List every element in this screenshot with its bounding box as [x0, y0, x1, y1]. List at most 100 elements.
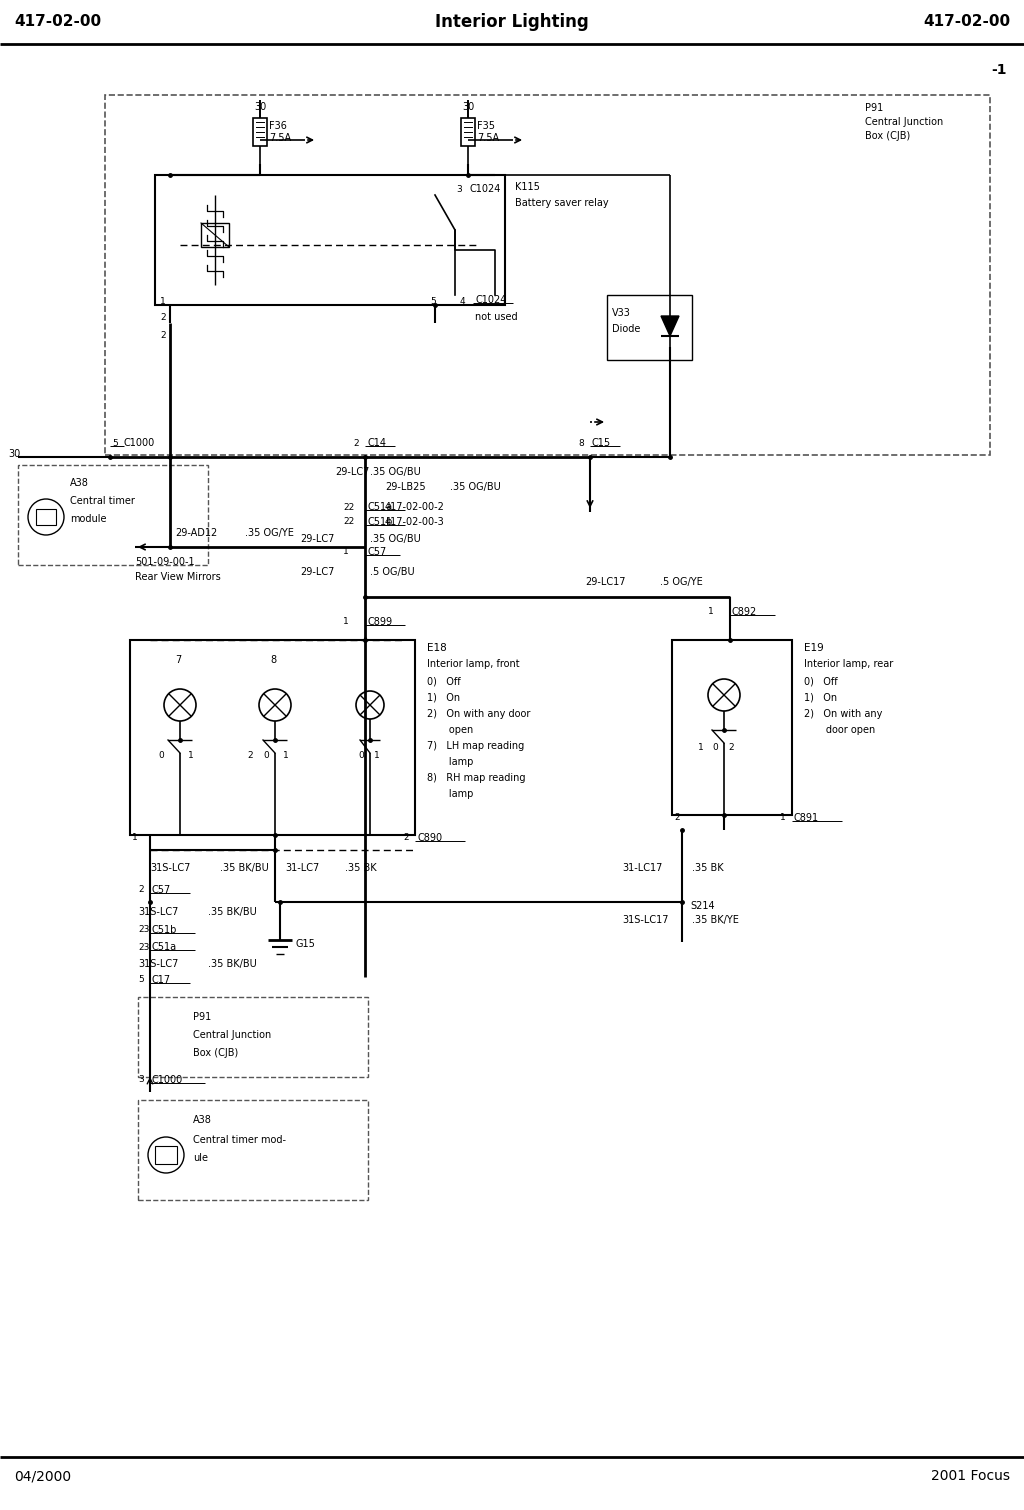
Text: S214: S214 [690, 901, 715, 911]
Bar [138, 1099, 368, 1200]
Text: 1: 1 [343, 548, 349, 557]
Text: 0: 0 [712, 743, 718, 752]
Text: Central Junction: Central Junction [865, 116, 943, 127]
Text: .35 OG/BU: .35 OG/BU [370, 467, 421, 477]
Text: Box (CJB): Box (CJB) [865, 131, 910, 140]
Text: 2: 2 [160, 314, 166, 323]
Text: 1: 1 [708, 607, 714, 616]
Text: .35 OG/BU: .35 OG/BU [370, 535, 421, 544]
Text: .35 BK/BU: .35 BK/BU [220, 864, 268, 873]
Text: .35 OG/BU: .35 OG/BU [450, 482, 501, 492]
Text: 04/2000: 04/2000 [14, 1469, 71, 1483]
Text: 22: 22 [343, 518, 354, 527]
Text: .35 BK/BU: .35 BK/BU [208, 959, 257, 969]
Text: 31S-LC7: 31S-LC7 [138, 908, 178, 917]
Text: C51b: C51b [367, 516, 392, 527]
Bar [155, 175, 505, 305]
Text: 2: 2 [138, 885, 143, 894]
Bar [18, 465, 208, 565]
Text: 1: 1 [283, 750, 289, 760]
Text: G15: G15 [296, 939, 315, 948]
Text: Interior lamp, front: Interior lamp, front [427, 658, 519, 669]
Text: 4: 4 [460, 297, 466, 307]
Text: 2: 2 [353, 438, 358, 447]
Text: 2)   On with any: 2) On with any [804, 710, 883, 719]
Text: C1024: C1024 [475, 294, 507, 305]
Text: 8: 8 [270, 655, 276, 664]
Text: C51b: C51b [152, 926, 177, 935]
Text: C1000: C1000 [152, 1075, 183, 1086]
Text: Rear View Mirrors: Rear View Mirrors [135, 572, 221, 581]
Text: 2: 2 [674, 814, 680, 823]
Text: F36: F36 [269, 121, 287, 131]
Bar [130, 640, 415, 835]
Text: 29-LC7: 29-LC7 [335, 467, 370, 477]
Text: 31S-LC7: 31S-LC7 [150, 864, 190, 873]
Text: 2: 2 [247, 750, 253, 760]
Text: 501-09-00-1: 501-09-00-1 [135, 557, 195, 566]
Text: 1: 1 [188, 750, 194, 760]
Text: 31-LC7: 31-LC7 [285, 864, 319, 873]
Bar [607, 294, 692, 359]
Text: Battery saver relay: Battery saver relay [515, 198, 608, 208]
Text: 31S-LC7: 31S-LC7 [138, 959, 178, 969]
Text: Central timer: Central timer [70, 495, 135, 506]
Text: P91: P91 [193, 1012, 211, 1022]
Text: 417-02-00: 417-02-00 [14, 15, 101, 30]
Text: lamp: lamp [427, 790, 473, 799]
Bar [105, 95, 990, 455]
Text: Diode: Diode [612, 325, 640, 334]
Text: door open: door open [804, 725, 876, 735]
Text: 5: 5 [430, 297, 436, 307]
Text: 0)   Off: 0) Off [427, 676, 461, 687]
Text: module: module [70, 513, 106, 524]
Text: 7)   LH map reading: 7) LH map reading [427, 741, 524, 750]
Text: open: open [427, 725, 473, 735]
Text: Interior Lighting: Interior Lighting [435, 14, 589, 32]
Text: 1: 1 [698, 743, 703, 752]
Text: 2: 2 [160, 331, 166, 340]
Text: C890: C890 [417, 834, 442, 843]
Text: 31S-LC17: 31S-LC17 [622, 915, 669, 926]
Text: 7.5A: 7.5A [269, 133, 291, 143]
Text: .35 BK/YE: .35 BK/YE [692, 915, 739, 926]
Text: 1: 1 [780, 814, 785, 823]
Text: .5 OG/YE: .5 OG/YE [660, 577, 702, 587]
Text: 7.5A: 7.5A [477, 133, 499, 143]
Text: 1)   On: 1) On [804, 693, 838, 704]
Text: E18: E18 [427, 643, 446, 652]
Text: 1: 1 [160, 297, 166, 307]
Text: .35 BK: .35 BK [692, 864, 724, 873]
Text: .35 BK/BU: .35 BK/BU [208, 908, 257, 917]
Text: 29-AD12: 29-AD12 [175, 528, 217, 538]
Text: 2001 Focus: 2001 Focus [931, 1469, 1010, 1483]
Text: C891: C891 [794, 812, 819, 823]
Text: Box (CJB): Box (CJB) [193, 1048, 239, 1059]
Text: 29-LC7: 29-LC7 [300, 535, 335, 544]
Text: 417-02-00-3: 417-02-00-3 [385, 516, 444, 527]
Text: 30: 30 [254, 103, 266, 112]
Text: Interior lamp, rear: Interior lamp, rear [804, 658, 893, 669]
Text: C57: C57 [367, 547, 386, 557]
Text: 1: 1 [343, 618, 349, 627]
Text: 8: 8 [578, 438, 584, 447]
Text: V33: V33 [612, 308, 631, 319]
Text: 5: 5 [112, 438, 118, 447]
Bar [155, 1146, 177, 1164]
Text: .5 OG/BU: .5 OG/BU [370, 566, 415, 577]
Text: 29-LC7: 29-LC7 [300, 566, 335, 577]
Text: -1: -1 [991, 63, 1007, 77]
Text: 0: 0 [358, 750, 364, 760]
Bar [672, 640, 792, 815]
Text: A38: A38 [193, 1114, 212, 1125]
Text: 0)   Off: 0) Off [804, 676, 838, 687]
Text: P91: P91 [865, 103, 884, 113]
Text: 3: 3 [138, 1075, 143, 1084]
Text: C17: C17 [152, 975, 171, 985]
Text: 2: 2 [728, 743, 733, 752]
Text: C57: C57 [152, 885, 171, 895]
Bar [253, 118, 267, 146]
Text: 30: 30 [462, 103, 474, 112]
Text: F35: F35 [477, 121, 495, 131]
Bar [201, 223, 229, 248]
